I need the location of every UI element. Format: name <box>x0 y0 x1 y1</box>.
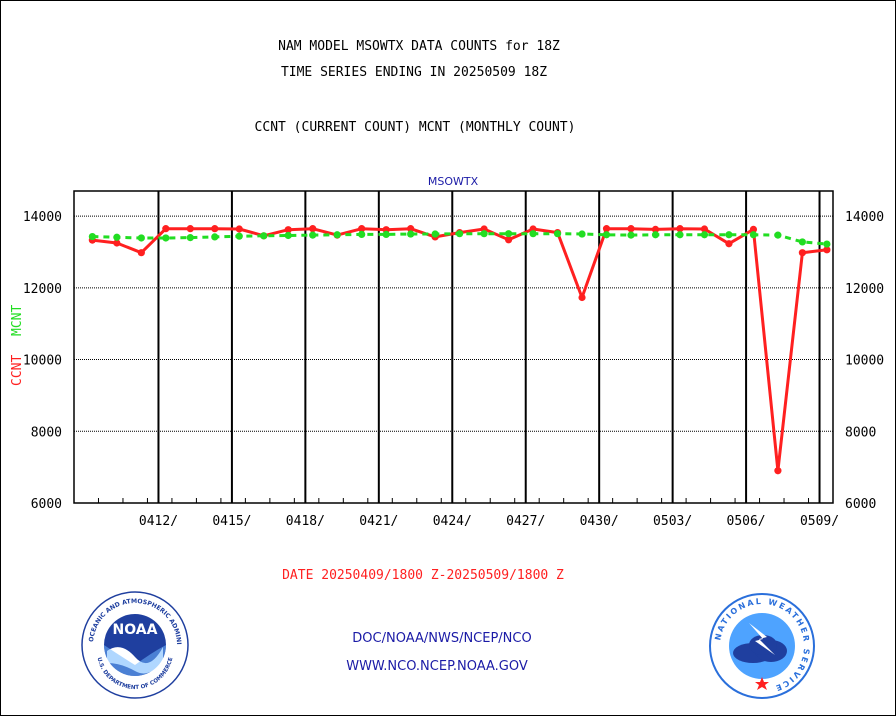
data-point-mcnt <box>309 231 317 239</box>
data-point-ccnt <box>113 239 121 247</box>
data-point-mcnt <box>284 231 292 240</box>
data-point-ccnt <box>137 249 145 257</box>
data-point-ccnt <box>358 225 366 233</box>
data-point-mcnt <box>382 230 390 238</box>
chart-title-line1: NAM MODEL MSOWTX DATA COUNTS for 18Z <box>278 39 560 54</box>
data-point-mcnt <box>798 238 806 246</box>
data-point-ccnt <box>162 225 170 233</box>
data-point-ccnt <box>309 225 317 233</box>
data-point-ccnt <box>504 236 513 244</box>
data-point-ccnt <box>211 225 219 233</box>
data-point-ccnt <box>676 225 684 233</box>
data-point-mcnt <box>774 231 782 239</box>
data-point-mcnt <box>749 231 758 239</box>
data-point-mcnt <box>407 230 415 238</box>
y-axis-label-ccnt: CCNT <box>10 355 25 386</box>
footer-link-www[interactable]: WWW.NCO.NCEP.NOAA.GOV <box>346 659 528 674</box>
data-point-mcnt <box>529 230 537 238</box>
nws-logo: NATIONAL WEATHER SERVICE <box>709 593 815 699</box>
data-point-mcnt <box>700 231 709 239</box>
x-tick-label: 0509/ <box>800 514 839 529</box>
data-point-ccnt <box>651 225 660 233</box>
data-point-mcnt <box>553 230 562 238</box>
data-point-ccnt <box>284 226 292 234</box>
data-point-mcnt <box>113 233 121 241</box>
y-tick-label-left: 14000 <box>23 210 62 225</box>
data-point-mcnt <box>431 230 439 238</box>
y-tick-label-left: 12000 <box>23 282 62 297</box>
plot-title: MSOWTX <box>428 175 479 188</box>
data-point-mcnt <box>211 233 219 241</box>
x-tick-label: 0503/ <box>653 514 692 529</box>
chart-subtitle: CCNT (CURRENT COUNT) MCNT (MONTHLY COUNT… <box>254 120 576 135</box>
y-tick-label-right: 8000 <box>845 425 876 440</box>
data-point-ccnt <box>235 225 243 233</box>
x-tick-label: 0424/ <box>433 514 472 529</box>
data-point-mcnt <box>504 230 513 238</box>
y-tick-label-right: 6000 <box>845 497 876 512</box>
data-point-mcnt <box>676 231 684 239</box>
data-point-ccnt <box>798 249 806 257</box>
y-tick-label-left: 8000 <box>31 425 62 440</box>
data-point-ccnt <box>602 225 611 233</box>
y-tick-label-left: 10000 <box>23 354 62 369</box>
noaa-logo: NATIONAL OCEANIC AND ATMOSPHERIC ADMINIS… <box>78 586 189 699</box>
data-point-mcnt <box>651 231 660 239</box>
data-point-ccnt <box>749 225 758 233</box>
x-tick-label: 0412/ <box>139 514 178 529</box>
data-point-mcnt <box>456 230 464 238</box>
data-point-mcnt <box>358 230 366 238</box>
data-point-ccnt <box>823 246 831 254</box>
data-point-mcnt <box>260 232 268 240</box>
data-point-mcnt <box>235 232 243 240</box>
data-point-mcnt <box>602 231 611 239</box>
data-point-mcnt <box>627 231 635 239</box>
nws-emblem-icon: NATIONAL WEATHER SERVICE <box>709 593 815 699</box>
data-point-mcnt <box>186 234 194 242</box>
data-point-ccnt <box>700 225 709 233</box>
data-point-mcnt <box>578 230 586 238</box>
x-axis-date-label: DATE 20250409/1800 Z-20250509/1800 Z <box>282 568 564 583</box>
data-point-mcnt <box>480 230 488 238</box>
data-point-ccnt <box>186 225 194 233</box>
data-point-mcnt <box>333 231 341 239</box>
y-tick-label-left: 6000 <box>31 497 62 512</box>
x-tick-label: 0506/ <box>727 514 766 529</box>
data-point-ccnt <box>774 467 782 475</box>
x-tick-label: 0415/ <box>212 514 251 529</box>
x-tick-label: 0418/ <box>286 514 325 529</box>
data-point-mcnt <box>137 234 145 242</box>
data-point-mcnt <box>725 231 733 239</box>
data-point-ccnt <box>578 293 586 302</box>
x-tick-label: 0427/ <box>506 514 545 529</box>
data-point-ccnt <box>627 225 635 233</box>
y-tick-label-right: 14000 <box>845 210 884 225</box>
data-point-mcnt <box>162 234 170 242</box>
y-tick-label-right: 12000 <box>845 282 884 297</box>
y-tick-label-right: 10000 <box>845 354 884 369</box>
noaa-emblem-icon: NATIONAL OCEANIC AND ATMOSPHERIC ADMINIS… <box>78 586 189 699</box>
svg-text:NOAA: NOAA <box>113 622 158 638</box>
footer-link-doc[interactable]: DOC/NOAA/NWS/NCEP/NCO <box>352 631 532 646</box>
data-point-mcnt <box>88 232 96 241</box>
y-axis-label-mcnt: MCNT <box>10 305 25 336</box>
data-point-ccnt <box>725 240 733 248</box>
x-tick-label: 0421/ <box>359 514 398 529</box>
series-line-ccnt <box>92 227 828 473</box>
plot-frame <box>73 190 834 504</box>
data-point-mcnt <box>823 240 831 248</box>
x-tick-label: 0430/ <box>580 514 619 529</box>
data-point-ccnt <box>407 225 415 233</box>
chart-title-line2: TIME SERIES ENDING IN 20250509 18Z <box>280 65 548 80</box>
